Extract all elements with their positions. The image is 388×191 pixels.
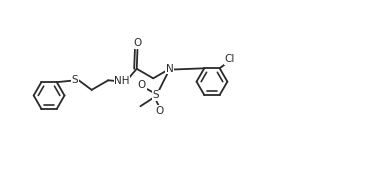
Text: Cl: Cl (225, 54, 235, 64)
Text: S: S (152, 90, 159, 100)
Text: O: O (138, 80, 146, 90)
Text: N: N (166, 64, 174, 74)
Text: S: S (72, 75, 78, 85)
Text: NH: NH (114, 76, 130, 86)
Text: O: O (155, 106, 164, 116)
Text: O: O (133, 38, 142, 48)
